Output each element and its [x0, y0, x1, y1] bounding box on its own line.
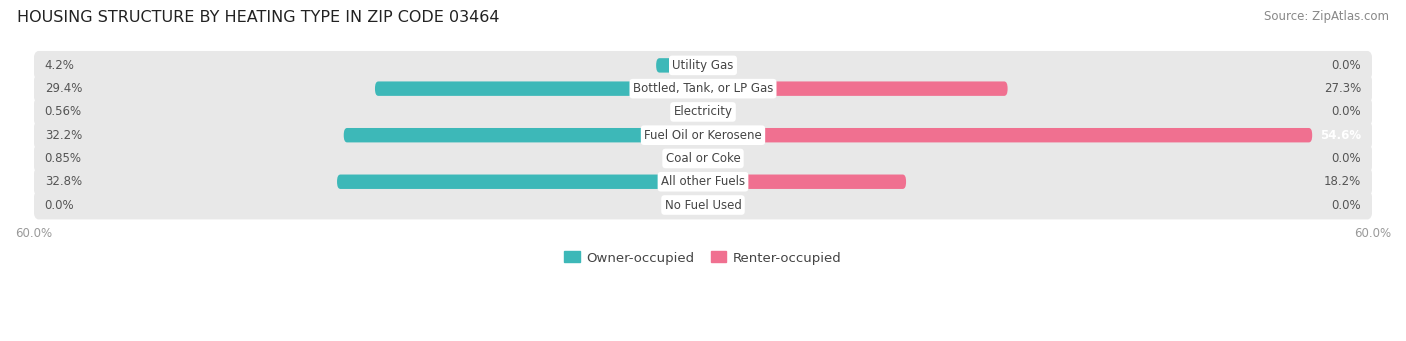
- Text: 32.2%: 32.2%: [45, 129, 82, 142]
- FancyBboxPatch shape: [343, 128, 703, 143]
- FancyBboxPatch shape: [703, 128, 1312, 143]
- Text: HOUSING STRUCTURE BY HEATING TYPE IN ZIP CODE 03464: HOUSING STRUCTURE BY HEATING TYPE IN ZIP…: [17, 10, 499, 25]
- FancyBboxPatch shape: [34, 167, 1372, 196]
- FancyBboxPatch shape: [34, 121, 1372, 150]
- Text: Coal or Coke: Coal or Coke: [665, 152, 741, 165]
- Text: Utility Gas: Utility Gas: [672, 59, 734, 72]
- Text: 18.2%: 18.2%: [1324, 175, 1361, 188]
- Text: No Fuel Used: No Fuel Used: [665, 198, 741, 211]
- Text: Electricity: Electricity: [673, 105, 733, 118]
- FancyBboxPatch shape: [375, 81, 703, 96]
- Text: 0.0%: 0.0%: [1331, 59, 1361, 72]
- FancyBboxPatch shape: [693, 151, 703, 166]
- FancyBboxPatch shape: [657, 58, 703, 73]
- Text: All other Fuels: All other Fuels: [661, 175, 745, 188]
- Text: 0.0%: 0.0%: [45, 198, 75, 211]
- Text: Fuel Oil or Kerosene: Fuel Oil or Kerosene: [644, 129, 762, 142]
- Text: 54.6%: 54.6%: [1320, 129, 1361, 142]
- Text: 0.56%: 0.56%: [45, 105, 82, 118]
- Text: 27.3%: 27.3%: [1324, 82, 1361, 95]
- FancyBboxPatch shape: [703, 175, 905, 189]
- FancyBboxPatch shape: [34, 98, 1372, 127]
- FancyBboxPatch shape: [34, 74, 1372, 103]
- Legend: Owner-occupied, Renter-occupied: Owner-occupied, Renter-occupied: [560, 246, 846, 270]
- Text: Source: ZipAtlas.com: Source: ZipAtlas.com: [1264, 10, 1389, 23]
- FancyBboxPatch shape: [34, 144, 1372, 173]
- Text: 29.4%: 29.4%: [45, 82, 82, 95]
- Text: 4.2%: 4.2%: [45, 59, 75, 72]
- Text: 0.85%: 0.85%: [45, 152, 82, 165]
- Text: 0.0%: 0.0%: [1331, 105, 1361, 118]
- FancyBboxPatch shape: [34, 191, 1372, 219]
- Text: 32.8%: 32.8%: [45, 175, 82, 188]
- Text: 0.0%: 0.0%: [1331, 198, 1361, 211]
- Text: Bottled, Tank, or LP Gas: Bottled, Tank, or LP Gas: [633, 82, 773, 95]
- Text: 0.0%: 0.0%: [1331, 152, 1361, 165]
- FancyBboxPatch shape: [697, 105, 703, 119]
- FancyBboxPatch shape: [34, 51, 1372, 80]
- FancyBboxPatch shape: [337, 175, 703, 189]
- FancyBboxPatch shape: [703, 81, 1008, 96]
